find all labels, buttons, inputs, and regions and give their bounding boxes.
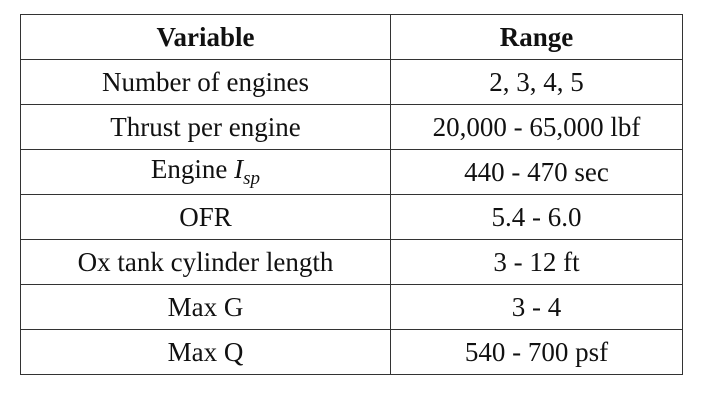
table-row: Engine Isp 440 - 470 sec bbox=[20, 149, 683, 195]
table-cell: Engine Isp bbox=[20, 149, 391, 195]
table-cell: 540 - 700 psf bbox=[390, 329, 683, 375]
table-header: Variable Range bbox=[20, 14, 683, 60]
table-cell: Number of engines bbox=[20, 59, 391, 105]
cell-text: Engine bbox=[150, 154, 228, 184]
table-cell: 5.4 - 6.0 bbox=[390, 194, 683, 240]
table-row: Max Q 540 - 700 psf bbox=[20, 329, 683, 375]
cell-symbol: I bbox=[234, 154, 244, 184]
table-cell: Max Q bbox=[20, 329, 391, 375]
table-cell: 440 - 470 sec bbox=[390, 149, 683, 195]
table-cell: 2, 3, 4, 5 bbox=[390, 59, 683, 105]
table-row: Number of engines 2, 3, 4, 5 bbox=[20, 59, 683, 105]
header-cell: Variable bbox=[20, 14, 391, 60]
table-cell: Thrust per engine bbox=[20, 104, 391, 150]
header-cell: Range bbox=[390, 14, 683, 60]
cell-subscript: sp bbox=[243, 168, 261, 189]
table-row: Thrust per engine 20,000 - 65,000 lbf bbox=[20, 104, 683, 150]
table-cell: Max G bbox=[20, 284, 391, 330]
header-row: Variable Range bbox=[20, 14, 683, 60]
table-cell: OFR bbox=[20, 194, 391, 240]
table-row: Ox tank cylinder length 3 - 12 ft bbox=[20, 239, 683, 285]
table-cell: 3 - 12 ft bbox=[390, 239, 683, 285]
table-cell: 20,000 - 65,000 lbf bbox=[390, 104, 683, 150]
table-body: Number of engines 2, 3, 4, 5 Thrust per en… bbox=[20, 59, 683, 375]
table-cell: 3 - 4 bbox=[390, 284, 683, 330]
table-cell: Ox tank cylinder length bbox=[20, 239, 391, 285]
variable-range-table: Variable Range Number of engines 2, 3, 4,… bbox=[20, 14, 683, 375]
table-row: OFR 5.4 - 6.0 bbox=[20, 194, 683, 240]
